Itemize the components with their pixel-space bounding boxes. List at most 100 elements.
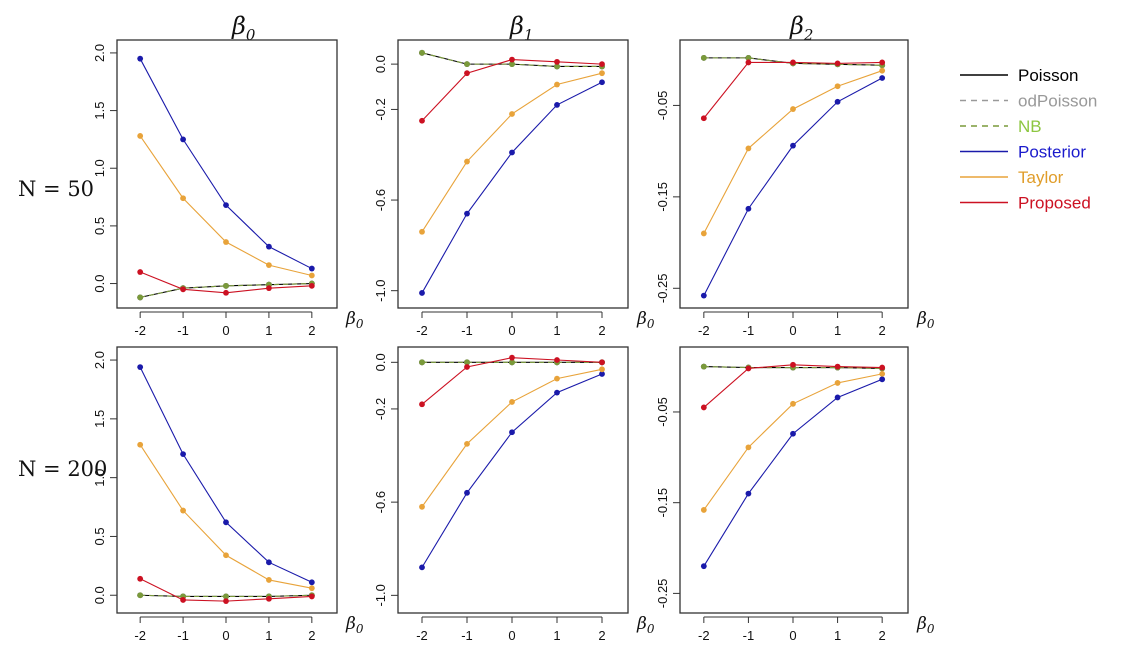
data-point-taylor [266,262,272,268]
column-title-beta0: β0 [231,12,256,44]
x-tick-label: 2 [308,628,315,643]
data-point-proposed [509,354,515,361]
x-tick-label: -2 [698,628,710,643]
data-point-taylor [599,366,605,373]
legend-label: Proposed [1018,194,1091,213]
data-point-nb [554,63,560,70]
y-tick-label: 2.0 [92,351,107,369]
panel-1-1: 0.0 0.5 1.0 1.5 2.0 -2 -1 0 1 2 β0 [92,39,364,338]
legend-label: NB [1018,117,1042,136]
data-point-posterior [509,149,515,156]
data-point-posterior [879,376,886,383]
data-point-proposed [419,401,425,408]
series-line-nb [140,282,312,298]
data-point-proposed [180,597,186,603]
data-point-nb [509,359,515,366]
y-tick-label: -0.2 [373,98,388,120]
data-point-posterior [790,142,796,149]
panel-2-1: 0.0 0.5 1.0 1.5 2.0 -2 -1 0 1 2 β0 [92,346,364,643]
data-point-posterior [266,243,272,250]
data-point-taylor [419,228,425,235]
data-point-posterior [464,210,470,217]
data-point-nb [137,592,144,599]
data-point-proposed [464,364,470,370]
x-tick-label: 0 [222,323,229,338]
data-point-proposed [879,59,886,66]
x-tick-label: -2 [698,323,710,338]
data-point-taylor [745,145,752,152]
legend-item-poisson: Poisson [960,66,1078,85]
x-tick-label: 0 [508,323,515,338]
data-point-nb [700,363,707,370]
data-point-taylor [509,111,515,117]
data-point-taylor [879,67,886,74]
data-point-posterior [137,55,144,62]
data-point-proposed [790,361,796,368]
x-tick-label: 1 [265,628,272,643]
data-point-proposed [464,70,470,77]
y-tick-label: 1.0 [92,469,107,487]
data-point-taylor [464,158,470,165]
legend-label: Posterior [1018,143,1086,162]
data-point-proposed [834,363,841,370]
x-tick-label: -2 [134,628,146,643]
x-axis-label: β0 [636,614,655,636]
data-point-taylor [308,272,315,279]
data-point-taylor [223,552,229,559]
data-point-nb [137,294,144,301]
x-tick-label: -1 [461,323,473,338]
x-tick-label: 1 [834,323,841,338]
data-point-posterior [554,389,560,396]
data-point-posterior [137,364,144,371]
data-point-taylor [790,106,796,112]
data-point-posterior [509,429,515,436]
data-point-taylor [599,70,605,77]
data-point-nb [419,49,425,56]
x-tick-label: 1 [265,323,272,338]
legend-label: Poisson [1018,66,1078,85]
data-point-taylor [180,507,186,514]
data-point-nb [464,61,470,68]
data-point-proposed [266,285,272,292]
series-line-nb [703,57,883,66]
data-point-proposed [137,575,144,582]
x-tick-label: -1 [461,628,473,643]
x-axis-label: β0 [636,309,655,331]
data-point-proposed [745,59,752,66]
legend-label: odPoisson [1018,92,1097,111]
data-point-posterior [419,290,425,296]
x-tick-label: 2 [308,323,315,338]
legend-item-posterior: Posterior [960,143,1086,162]
data-point-taylor [700,230,707,237]
y-tick-label: 0.0 [92,275,107,293]
x-tick-label: 1 [553,628,560,643]
x-tick-label: 2 [879,323,886,338]
data-point-proposed [554,58,560,65]
data-point-proposed [308,282,315,289]
panel-1-3: -0.05 -0.15 -0.25 -2 -1 0 1 2 β0 [655,39,935,338]
data-point-proposed [223,598,229,605]
column-title-beta1: β1 [509,12,533,44]
chart-panels: 0.0 0.5 1.0 1.5 2.0 -2 -1 0 1 2 β0 0.0 -0.2 -0.6 -1.0 -… [92,39,935,643]
y-tick-label: -1.0 [373,584,388,606]
data-point-proposed [223,289,229,296]
x-tick-label: -1 [743,323,755,338]
data-point-nb [419,359,425,366]
data-point-proposed [879,364,886,371]
data-point-posterior [599,371,605,377]
y-tick-label: -0.2 [373,398,388,420]
data-point-posterior [745,490,752,497]
column-title-beta2: β2 [789,12,813,44]
y-tick-label: 2.0 [92,44,107,62]
legend: Poisson odPoisson NB Posterior Taylor Propose… [960,66,1097,213]
data-point-proposed [180,286,186,293]
y-tick-label: -0.05 [655,397,670,427]
y-tick-label: 0.5 [92,217,107,235]
x-tick-label: 1 [834,628,841,643]
x-tick-label: 0 [789,323,796,338]
x-tick-label: -2 [416,628,428,643]
data-point-proposed [700,404,707,411]
data-point-nb [464,359,470,366]
y-tick-label: -0.25 [655,579,670,609]
y-tick-label: 0.0 [92,586,107,604]
